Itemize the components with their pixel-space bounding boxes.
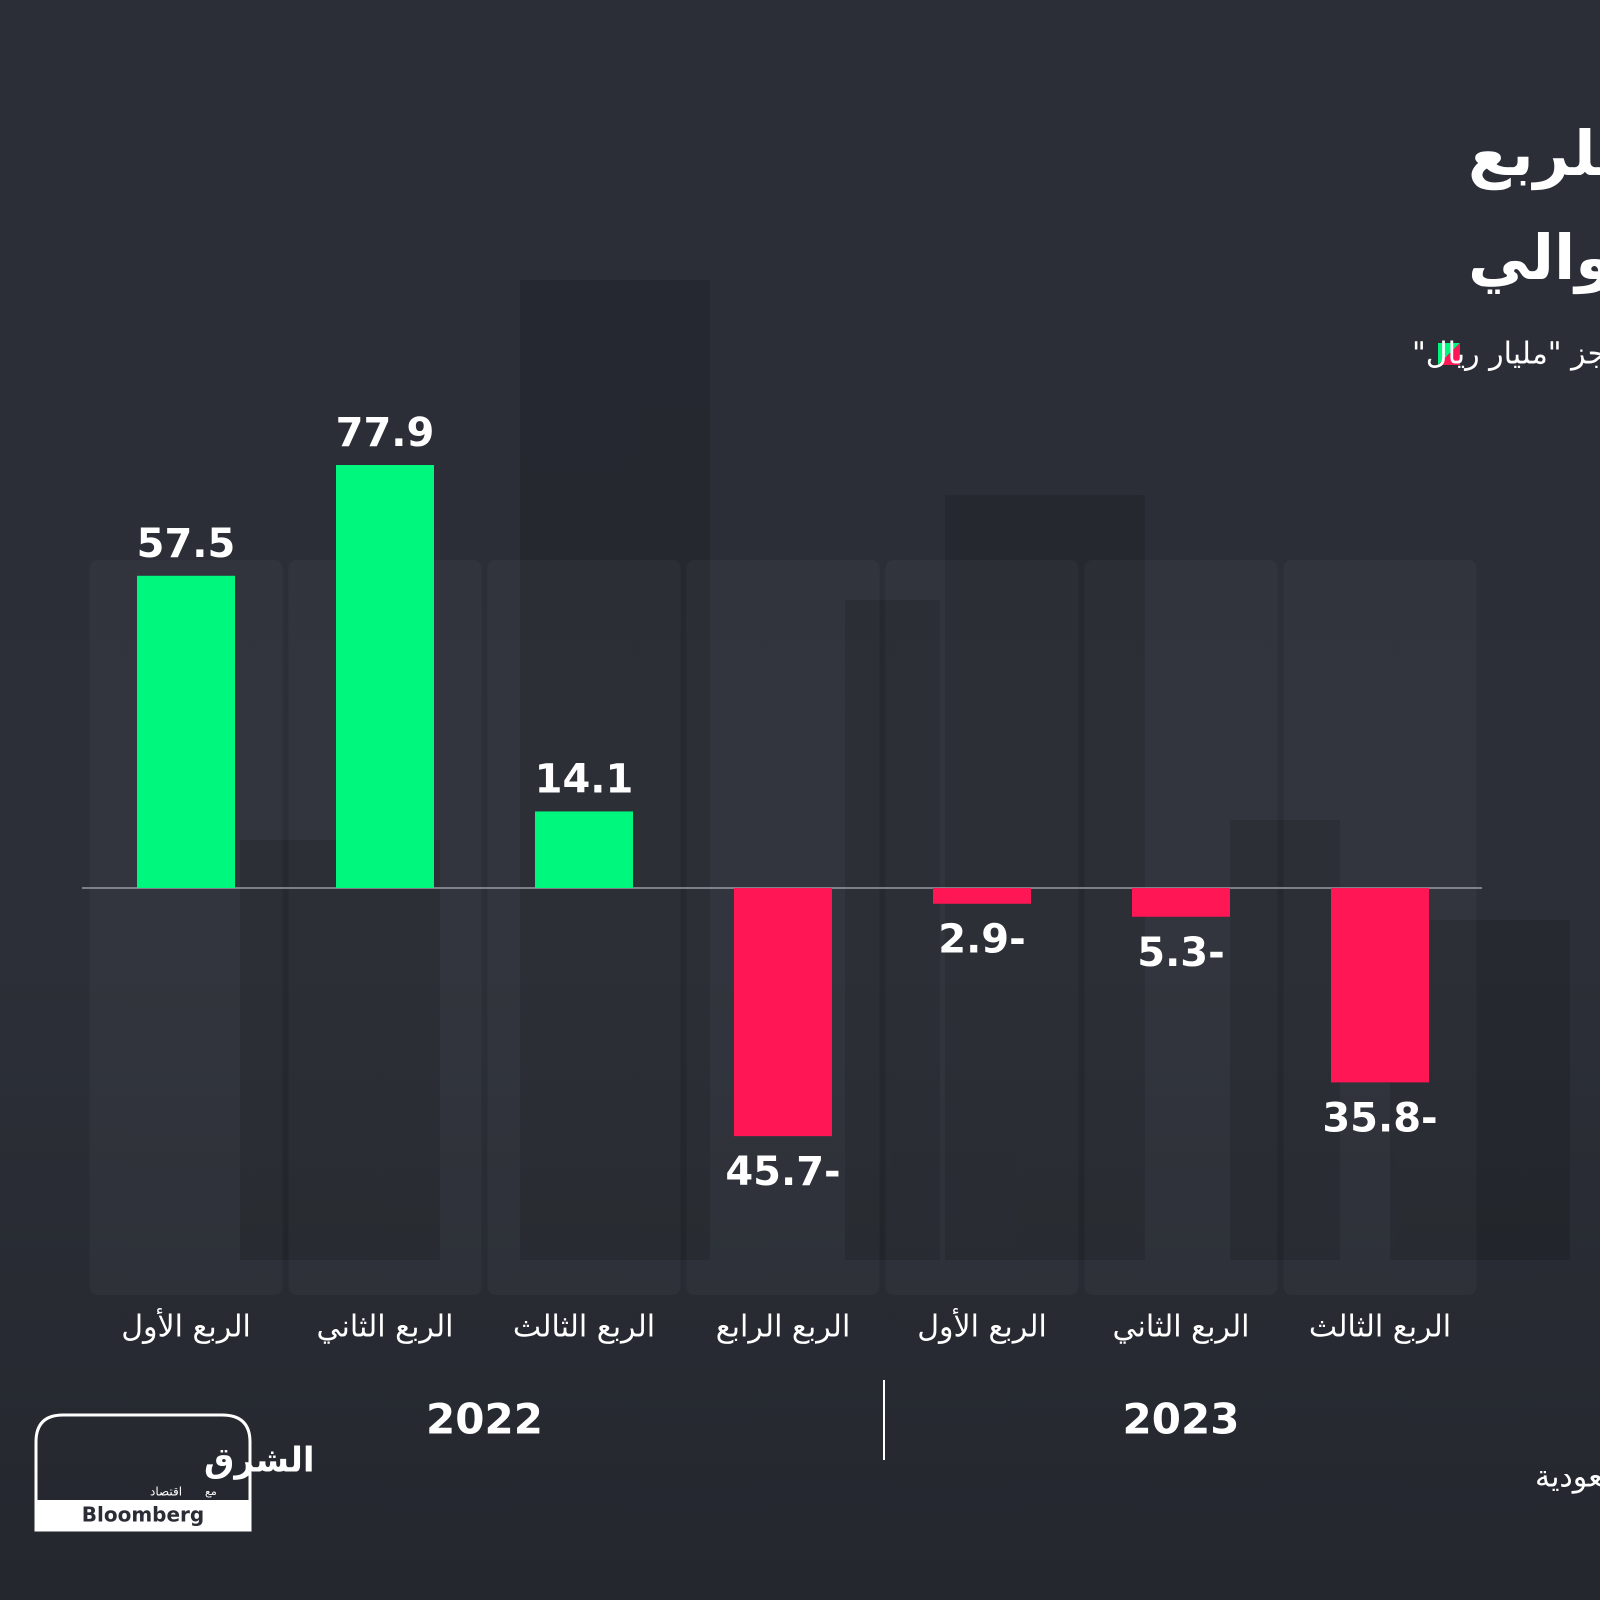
legend-swatch-negative — [1438, 343, 1460, 365]
logo-name: الشرق — [204, 1441, 315, 1481]
value-label: 14.1 — [535, 756, 634, 802]
bar — [535, 811, 633, 888]
x-tick-label: الربع الأول — [917, 1307, 1047, 1345]
logo-partner: Bloomberg — [82, 1503, 204, 1527]
column-panel — [1085, 560, 1278, 1295]
x-tick-label: الربع الأول — [121, 1307, 251, 1345]
logo-band — [36, 1500, 250, 1530]
value-label: 2.9- — [938, 917, 1025, 963]
chart-title: ميزانية السعودية تسجل عجزا للربع — [1468, 117, 1600, 190]
skyline — [240, 280, 1570, 1260]
legend: فائض/ عجز "مليار ريال" — [1412, 337, 1600, 372]
x-tick-label: الربع الرابع — [716, 1310, 851, 1345]
x-tick-label: الربع الثالث — [513, 1310, 655, 1345]
x-tick-label: الربع الثاني — [317, 1310, 454, 1345]
group-label: 2022 — [426, 1395, 543, 1444]
value-label: 77.9 — [336, 410, 435, 456]
value-label: 35.8- — [1322, 1095, 1437, 1141]
value-label: 57.5 — [137, 521, 236, 567]
logo-sub: اقتصاد — [150, 1485, 182, 1499]
legend-label: فائض/ عجز "مليار ريال" — [1412, 337, 1600, 372]
x-tick-label: الربع الثالث — [1309, 1310, 1451, 1345]
source: المصدر: وزارة المالية السعودية — [1535, 1460, 1600, 1495]
column-panel — [488, 560, 681, 1295]
plot: 2022 2023 57.5 الربع الأول 77.9 الربع الثاني 1… — [82, 410, 1482, 1444]
bar — [933, 888, 1031, 904]
value-label: 5.3- — [1137, 930, 1224, 976]
logo-with: مع — [205, 1485, 217, 1498]
logo-frame — [34, 1413, 252, 1532]
bar — [1331, 888, 1429, 1083]
group-label: 2023 — [1123, 1395, 1240, 1444]
value-label: 45.7- — [725, 1149, 840, 1195]
bar — [336, 465, 434, 888]
bar — [734, 888, 832, 1137]
x-tick-label: الربع الثاني — [1113, 1310, 1250, 1345]
logo: الشرق اقتصاد مع Bloomberg — [34, 1413, 315, 1532]
bar — [137, 575, 235, 888]
chart-title: الرابع على التوالي — [1468, 221, 1600, 294]
bar — [1132, 888, 1230, 917]
